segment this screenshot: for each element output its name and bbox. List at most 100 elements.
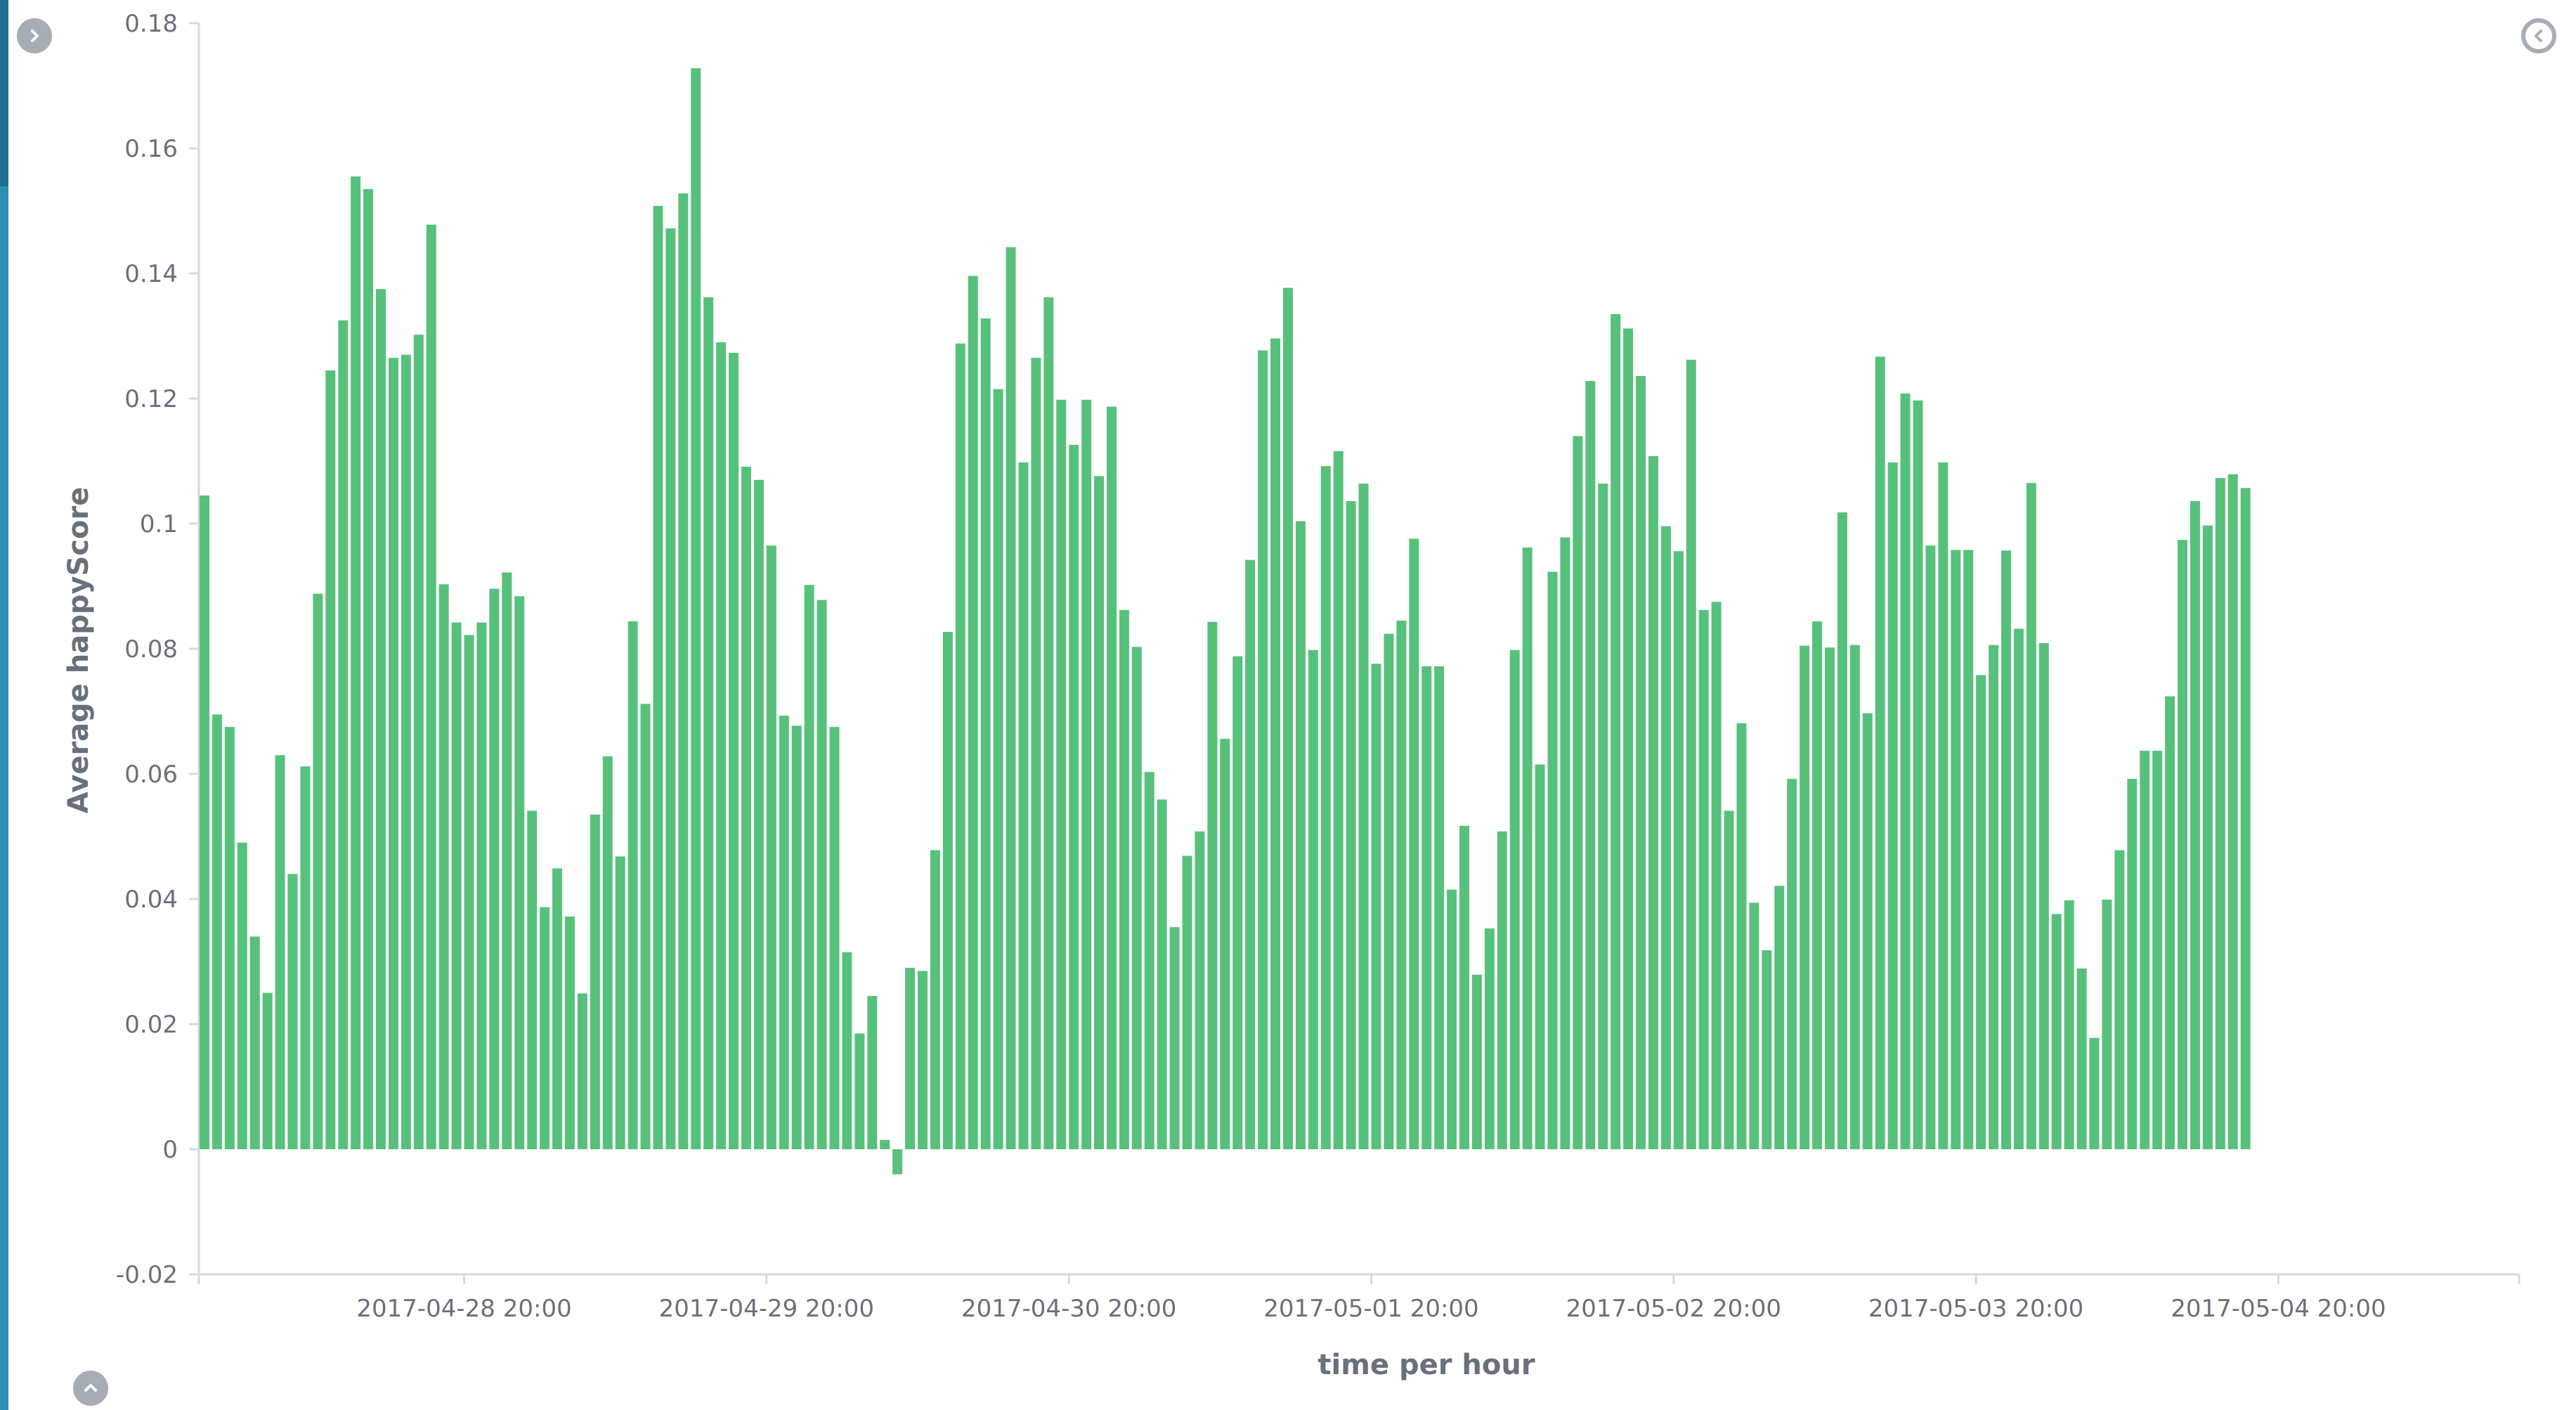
bar[interactable] [1182,855,1192,1149]
bar[interactable] [1447,889,1457,1149]
bar[interactable] [540,907,550,1149]
bar[interactable] [602,756,613,1149]
expand-panel-button[interactable] [2521,18,2556,53]
bar[interactable] [678,193,689,1150]
bar[interactable] [753,479,764,1149]
bar[interactable] [615,856,625,1149]
bar[interactable] [2038,642,2049,1149]
bar[interactable] [1006,247,1016,1149]
bar[interactable] [224,727,235,1149]
bar[interactable] [552,868,563,1149]
toggle-legend-button[interactable] [73,1371,108,1406]
bar[interactable] [1585,381,1596,1149]
bar[interactable] [1409,538,1419,1149]
bar[interactable] [237,842,247,1149]
bar[interactable] [1573,436,1583,1149]
bar[interactable] [451,622,462,1149]
bar[interactable] [665,228,676,1149]
bar[interactable] [376,289,386,1149]
bar[interactable] [993,389,1003,1149]
bar[interactable] [829,727,840,1149]
bar[interactable] [1396,620,1407,1149]
bar[interactable] [980,318,991,1150]
bar[interactable] [892,1149,903,1175]
bar[interactable] [930,850,940,1149]
bar[interactable] [2013,628,2024,1149]
bar[interactable] [1358,484,1369,1149]
bar[interactable] [564,916,575,1149]
bar[interactable] [905,967,916,1149]
bar[interactable] [1660,526,1671,1149]
bar[interactable] [1560,537,1570,1149]
bar[interactable] [842,952,852,1149]
bar[interactable] [1636,375,1646,1150]
bar[interactable] [1144,772,1154,1149]
bar[interactable] [1862,713,1873,1149]
bar[interactable] [1232,656,1243,1149]
bar[interactable] [2240,488,2251,1149]
bar[interactable] [627,621,638,1149]
bar[interactable] [363,188,374,1150]
bar[interactable] [640,704,651,1149]
bar[interactable] [249,936,260,1149]
bar[interactable] [1484,928,1495,1149]
bar[interactable] [1951,550,1961,1149]
bar[interactable] [438,584,449,1149]
bar[interactable] [1849,645,1860,1149]
bar[interactable] [691,68,701,1150]
bar[interactable] [1094,476,1105,1149]
bar[interactable] [2001,550,2011,1149]
bar[interactable] [1887,462,1898,1149]
bar[interactable] [653,205,663,1149]
bar[interactable] [2051,914,2062,1149]
bar[interactable] [1207,621,1218,1149]
bar[interactable] [1598,484,1608,1149]
bar[interactable] [590,814,600,1149]
bar[interactable] [1925,545,1936,1149]
bar[interactable] [300,766,311,1149]
bar[interactable] [1195,831,1205,1149]
bar[interactable] [1774,886,1785,1149]
bar[interactable] [703,297,714,1149]
bar[interactable] [212,714,222,1149]
bar[interactable] [1384,633,1394,1149]
bar[interactable] [1169,927,1180,1149]
bar[interactable] [804,585,814,1149]
bar[interactable] [1686,359,1696,1149]
bar[interactable] [1812,621,1823,1149]
bar[interactable] [2064,900,2074,1149]
bar[interactable] [942,631,953,1149]
bar[interactable] [1824,647,1835,1149]
bar[interactable] [2190,500,2200,1149]
bar[interactable] [1611,313,1621,1150]
bar[interactable] [200,495,209,1149]
bar[interactable] [1800,645,1810,1149]
bar[interactable] [968,276,978,1149]
bar[interactable] [351,176,361,1149]
bar[interactable] [2140,751,2150,1149]
bar[interactable] [1875,356,1885,1149]
bar[interactable] [716,342,727,1149]
bar[interactable] [287,874,298,1149]
bar[interactable] [867,995,878,1149]
bar[interactable] [1837,512,1847,1149]
bar[interactable] [2127,779,2138,1149]
bar[interactable] [1673,551,1684,1149]
bar[interactable] [1258,350,1268,1150]
bar[interactable] [779,716,789,1149]
bar[interactable] [741,467,751,1149]
bar[interactable] [1056,399,1067,1149]
bar[interactable] [2089,1037,2100,1149]
bar[interactable] [1434,666,1445,1149]
bar[interactable] [1900,393,1911,1149]
bar[interactable] [2076,968,2087,1149]
bar[interactable] [2152,751,2163,1149]
bar[interactable] [1787,779,1797,1149]
bar[interactable] [514,596,525,1149]
bar[interactable] [527,810,538,1149]
bar[interactable] [854,1033,865,1149]
bar[interactable] [817,600,827,1149]
bar[interactable] [1623,328,1634,1149]
bar[interactable] [2114,850,2125,1149]
bar[interactable] [1043,297,1054,1149]
